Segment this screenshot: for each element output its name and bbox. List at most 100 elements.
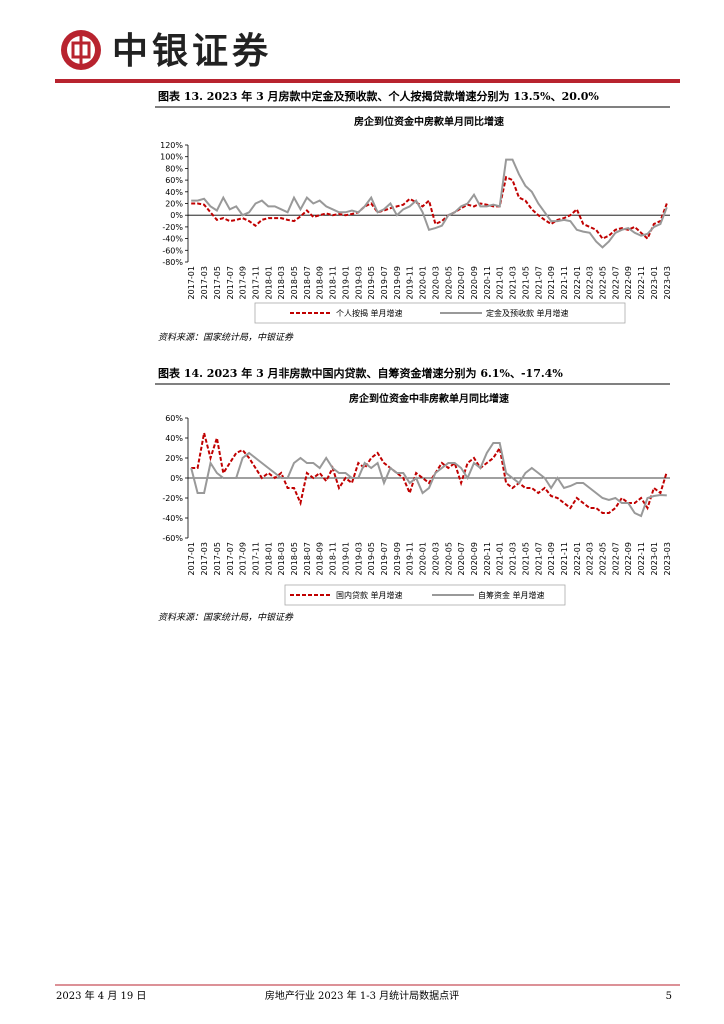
x-tick-label: 2022-05 xyxy=(599,266,608,299)
x-tick-label: 2019-11 xyxy=(406,266,415,299)
y-tick-label: 20% xyxy=(165,200,183,209)
x-tick-label: 2018-01 xyxy=(264,542,273,575)
x-tick-label: 2020-09 xyxy=(470,542,479,575)
y-tick-label: 40% xyxy=(165,434,183,443)
x-tick-label: 2018-05 xyxy=(290,266,299,299)
x-tick-label: 2020-11 xyxy=(483,266,492,299)
y-tick-label: 0% xyxy=(170,211,183,220)
x-tick-label: 2017-07 xyxy=(226,266,235,299)
y-tick-label: 20% xyxy=(165,454,183,463)
y-tick-label: -60% xyxy=(162,246,183,255)
x-tick-label: 2019-09 xyxy=(393,542,402,575)
x-tick-label: 2022-03 xyxy=(586,542,595,575)
y-tick-label: 80% xyxy=(165,164,183,173)
series-line xyxy=(191,158,668,249)
x-tick-label: 2017-07 xyxy=(226,542,235,575)
y-tick-label: -60% xyxy=(162,534,183,543)
y-tick-label: -20% xyxy=(162,223,183,232)
x-tick-label: 2018-03 xyxy=(277,266,286,299)
footer-report: 房地产行业 2023 年 1-3 月统计局数据点评 xyxy=(265,989,459,1002)
brand: 中银证券 xyxy=(112,30,272,72)
x-tick-label: 2020-09 xyxy=(470,266,479,299)
x-tick-label: 2017-03 xyxy=(200,542,209,575)
y-tick-label: 40% xyxy=(165,188,183,197)
x-tick-label: 2017-01 xyxy=(187,266,196,299)
x-tick-label: 2022-07 xyxy=(611,542,620,575)
y-tick-label: -40% xyxy=(162,514,183,523)
y-tick-label: 120% xyxy=(160,141,183,150)
y-tick-label: -80% xyxy=(162,258,183,267)
x-tick-label: 2022-09 xyxy=(624,266,633,299)
x-tick-label: 2019-03 xyxy=(354,542,363,575)
x-tick-label: 2018-07 xyxy=(303,266,312,299)
x-tick-label: 2023-01 xyxy=(650,542,659,575)
x-tick-label: 2023-01 xyxy=(650,266,659,299)
y-tick-label: -20% xyxy=(162,494,183,503)
series-line xyxy=(191,175,668,241)
x-tick-label: 2020-07 xyxy=(457,266,466,299)
x-tick-label: 2022-01 xyxy=(573,542,582,575)
x-tick-label: 2017-03 xyxy=(200,266,209,299)
x-tick-label: 2020-01 xyxy=(419,266,428,299)
x-tick-label: 2020-05 xyxy=(444,542,453,575)
y-tick-label: 60% xyxy=(165,176,183,185)
x-tick-label: 2018-01 xyxy=(264,266,273,299)
x-tick-label: 2017-11 xyxy=(251,266,260,299)
x-tick-label: 2021-11 xyxy=(560,266,569,299)
x-tick-label: 2021-11 xyxy=(560,542,569,575)
x-tick-label: 2019-01 xyxy=(341,542,350,575)
x-tick-label: 2019-05 xyxy=(367,542,376,575)
x-tick-label: 2019-05 xyxy=(367,266,376,299)
x-tick-label: 2023-03 xyxy=(663,542,672,575)
x-tick-label: 2021-01 xyxy=(496,266,505,299)
page-number: 5 xyxy=(666,991,672,1002)
logo-bar xyxy=(79,34,83,66)
x-tick-label: 2017-09 xyxy=(239,266,248,299)
x-tick-label: 2020-05 xyxy=(444,266,453,299)
y-tick-label: 60% xyxy=(165,414,183,423)
legend-label: 个人按揭 单月增速 xyxy=(336,308,403,318)
x-tick-label: 2017-01 xyxy=(187,542,196,575)
x-tick-label: 2018-03 xyxy=(277,542,286,575)
legend-label: 定金及预收款 单月增速 xyxy=(486,308,569,318)
legend-label: 国内贷款 单月增速 xyxy=(336,590,403,600)
x-tick-label: 2017-11 xyxy=(251,542,260,575)
x-tick-label: 2021-05 xyxy=(521,266,530,299)
x-tick-label: 2022-05 xyxy=(599,542,608,575)
x-tick-label: 2017-09 xyxy=(239,542,248,575)
chart-title: 房企到位资金中房款单月同比增速 xyxy=(354,115,504,128)
x-tick-label: 2017-05 xyxy=(213,266,222,299)
x-tick-label: 2018-09 xyxy=(316,266,325,299)
x-tick-label: 2022-09 xyxy=(624,542,633,575)
footer-date: 2023 年 4 月 19 日 xyxy=(56,989,146,1002)
x-tick-label: 2019-01 xyxy=(341,266,350,299)
x-tick-label: 2021-03 xyxy=(509,542,518,575)
x-tick-label: 2020-03 xyxy=(431,542,440,575)
x-tick-label: 2023-03 xyxy=(663,266,672,299)
caption: 图表 14. 2023 年 3 月非房款中国内贷款、自筹资金增速分别为 6.1%… xyxy=(158,366,563,380)
series-line xyxy=(190,442,667,518)
legend-label: 自筹资金 单月增速 xyxy=(478,590,545,600)
x-tick-label: 2022-03 xyxy=(586,266,595,299)
x-tick-label: 2021-03 xyxy=(509,266,518,299)
x-tick-label: 2021-09 xyxy=(547,542,556,575)
y-tick-label: -40% xyxy=(162,235,183,244)
y-tick-label: 100% xyxy=(160,153,183,162)
x-tick-label: 2019-09 xyxy=(393,266,402,299)
x-tick-label: 2020-01 xyxy=(419,542,428,575)
x-tick-label: 2018-07 xyxy=(303,542,312,575)
source: 资料来源：国家统计局，中银证券 xyxy=(158,612,294,623)
x-tick-label: 2021-05 xyxy=(521,542,530,575)
legend-box xyxy=(284,584,566,606)
x-tick-label: 2022-11 xyxy=(637,542,646,575)
x-tick-label: 2019-11 xyxy=(406,542,415,575)
x-tick-label: 2021-07 xyxy=(534,266,543,299)
x-tick-label: 2021-09 xyxy=(547,266,556,299)
x-tick-label: 2022-01 xyxy=(573,266,582,299)
x-tick-label: 2019-07 xyxy=(380,542,389,575)
x-tick-label: 2018-09 xyxy=(316,542,325,575)
x-tick-label: 2017-05 xyxy=(213,542,222,575)
x-tick-label: 2020-07 xyxy=(457,542,466,575)
x-tick-label: 2018-11 xyxy=(329,266,338,299)
